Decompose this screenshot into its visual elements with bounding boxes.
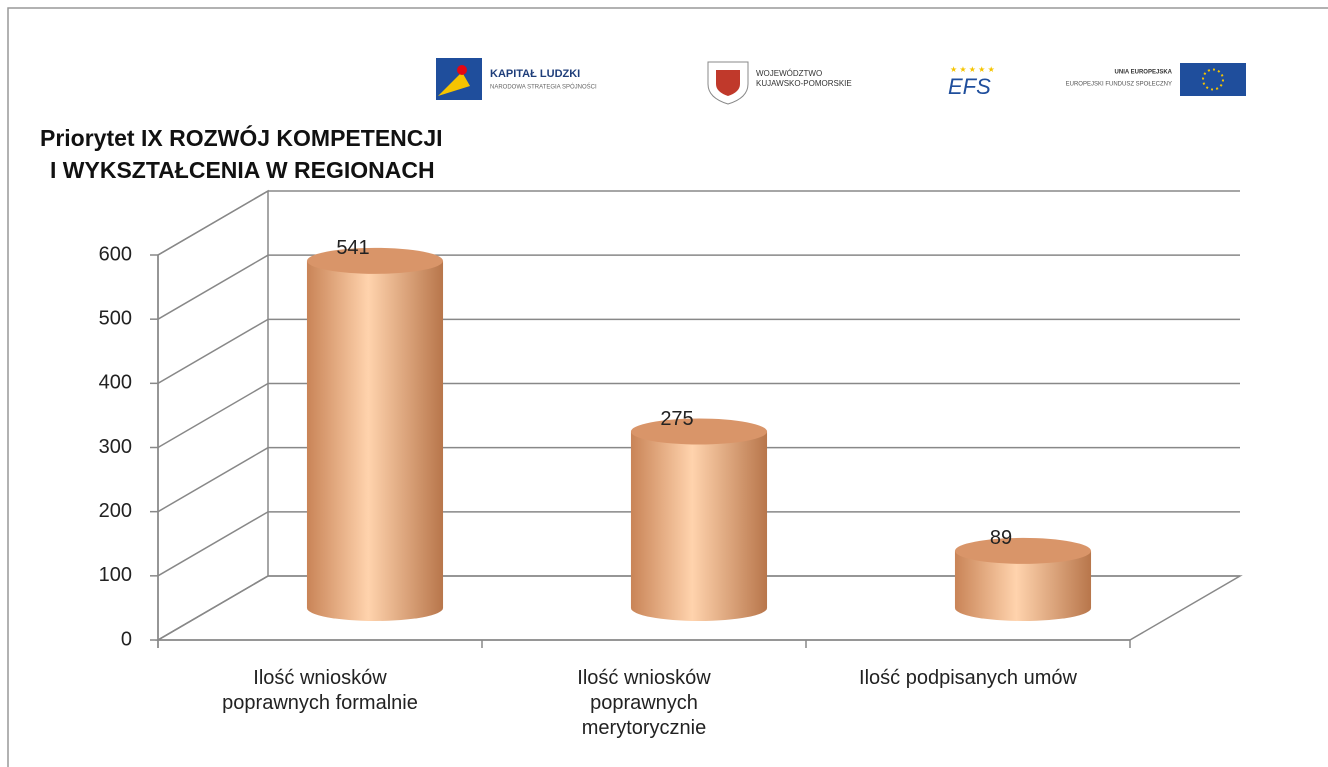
grid-line — [157, 318, 1240, 384]
x-tick-label: Ilość wniosków poprawnych formalnie — [222, 667, 418, 714]
logo-subtitle: EUROPEJSKI FUNDUSZ SPOŁECZNY — [1066, 82, 1172, 88]
frame — [7, 7, 1328, 767]
logo-ue: UNIA EUROPEJSKA EUROPEJSKI FUNDUSZ SPOŁE… — [1066, 63, 1246, 96]
logo-efs: ★ ★ ★ ★ ★ EFS — [948, 65, 995, 99]
chart-title: I WYKSZTAŁCENIA W REGIONACH — [50, 157, 435, 183]
chart-title: Priorytet IX ROZWÓJ KOMPETENCJI — [40, 124, 443, 151]
logo-subtitle: NARODOWA STRATEGIA SPÓJNOŚCI — [490, 83, 597, 91]
bar — [954, 550, 1092, 621]
bar — [630, 431, 768, 621]
bar-top — [630, 418, 768, 445]
logo-title: WOJEWÓDZTWO — [756, 69, 822, 78]
y-tick-label: 0 — [121, 628, 132, 650]
y-tick-label: 200 — [99, 500, 132, 522]
logo-kapital: KAPITAŁ LUDZKI NARODOWA STRATEGIA SPÓJNO… — [436, 58, 597, 100]
data-label: 275 — [660, 408, 693, 430]
svg-text:★ ★ ★ ★ ★: ★ ★ ★ ★ ★ — [950, 65, 995, 74]
y-tick-label: 500 — [99, 307, 132, 329]
data-label: 89 — [990, 527, 1012, 549]
bar-top — [954, 537, 1092, 564]
grid-line — [157, 511, 1240, 577]
x-tick-label: Ilość podpisanych umów — [859, 667, 1077, 689]
bar — [306, 260, 444, 621]
grid-line — [157, 382, 1240, 449]
grid-line — [157, 190, 1240, 256]
y-tick-label: 100 — [99, 564, 132, 586]
grid-line — [157, 254, 1240, 320]
logo-wojewodztwo: WOJEWÓDZTWO KUJAWSKO-POMORSKIE — [707, 61, 852, 105]
logo-title: KAPITAŁ LUDZKI — [490, 68, 580, 80]
y-tick-label: 400 — [99, 372, 132, 394]
data-label: 541 — [336, 237, 369, 259]
logo-title: EFS — [948, 74, 991, 99]
y-tick-label: 300 — [99, 436, 132, 458]
x-tick-label: Ilość wniosków poprawnych merytorycznie — [577, 667, 711, 739]
y-tick-label: 600 — [99, 243, 132, 265]
logo-subtitle: KUJAWSKO-POMORSKIE — [756, 79, 852, 88]
grid-line — [157, 446, 1240, 513]
logo-title: UNIA EUROPEJSKA — [1115, 70, 1173, 76]
bar-top — [306, 247, 444, 274]
grid-line — [157, 575, 1240, 641]
